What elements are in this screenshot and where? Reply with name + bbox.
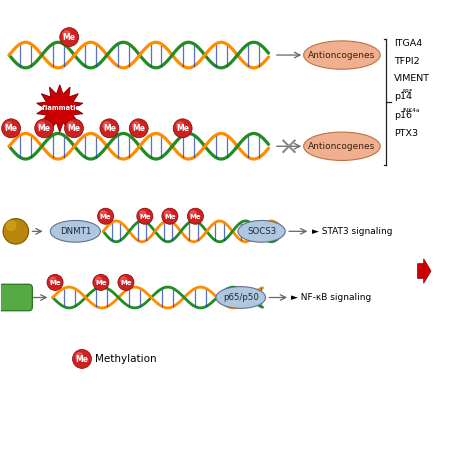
Text: Me: Me bbox=[132, 124, 145, 133]
Text: INK4a: INK4a bbox=[402, 108, 419, 113]
Text: SOCS3: SOCS3 bbox=[247, 227, 276, 236]
Ellipse shape bbox=[304, 41, 380, 69]
Text: Methylation: Methylation bbox=[95, 354, 157, 364]
Circle shape bbox=[68, 122, 75, 129]
Circle shape bbox=[60, 27, 79, 46]
Circle shape bbox=[64, 119, 83, 138]
Circle shape bbox=[132, 122, 140, 129]
Circle shape bbox=[3, 219, 28, 244]
Circle shape bbox=[6, 221, 16, 230]
Circle shape bbox=[73, 349, 91, 368]
Text: Me: Me bbox=[103, 124, 116, 133]
Text: Me: Me bbox=[95, 280, 107, 286]
Text: Antioncogenes: Antioncogenes bbox=[308, 142, 375, 151]
Circle shape bbox=[118, 274, 134, 291]
Circle shape bbox=[129, 119, 148, 138]
Text: Me: Me bbox=[75, 355, 89, 364]
Text: Me: Me bbox=[139, 214, 151, 219]
Text: Me: Me bbox=[63, 33, 76, 42]
Text: Me: Me bbox=[190, 214, 201, 219]
Text: VIMENT: VIMENT bbox=[394, 74, 430, 83]
Text: p16: p16 bbox=[394, 110, 412, 119]
Text: Inflammation: Inflammation bbox=[35, 105, 84, 111]
Text: ITGA4: ITGA4 bbox=[394, 39, 422, 48]
Text: PTX3: PTX3 bbox=[394, 129, 418, 138]
Circle shape bbox=[100, 211, 107, 217]
Circle shape bbox=[93, 274, 109, 291]
Circle shape bbox=[98, 208, 114, 224]
Text: Me: Me bbox=[67, 124, 81, 133]
Text: ARF: ARF bbox=[402, 90, 414, 94]
Text: p14: p14 bbox=[394, 92, 412, 101]
Circle shape bbox=[162, 208, 178, 224]
Text: Antioncogenes: Antioncogenes bbox=[308, 51, 375, 60]
Circle shape bbox=[1, 119, 20, 138]
Ellipse shape bbox=[238, 220, 285, 242]
Polygon shape bbox=[36, 85, 83, 132]
Text: Me: Me bbox=[37, 124, 51, 133]
Ellipse shape bbox=[50, 220, 100, 242]
Circle shape bbox=[190, 211, 196, 217]
Text: Me: Me bbox=[120, 280, 132, 286]
Text: Me: Me bbox=[100, 214, 111, 219]
Text: Me: Me bbox=[176, 124, 189, 133]
Circle shape bbox=[63, 31, 70, 38]
Circle shape bbox=[47, 274, 63, 291]
Circle shape bbox=[173, 119, 192, 138]
Circle shape bbox=[187, 208, 203, 224]
Circle shape bbox=[35, 119, 54, 138]
Text: Me: Me bbox=[164, 214, 176, 219]
Circle shape bbox=[50, 277, 56, 283]
Circle shape bbox=[76, 353, 83, 360]
Circle shape bbox=[5, 122, 12, 129]
Text: TFPI2: TFPI2 bbox=[394, 57, 419, 66]
Text: ► STAT3 signaling: ► STAT3 signaling bbox=[312, 227, 392, 236]
Text: ► NF-κB signaling: ► NF-κB signaling bbox=[292, 293, 372, 302]
Ellipse shape bbox=[304, 132, 380, 160]
Circle shape bbox=[176, 122, 183, 129]
Circle shape bbox=[103, 122, 110, 129]
Circle shape bbox=[137, 208, 153, 224]
Text: DNMT1: DNMT1 bbox=[60, 227, 91, 236]
Circle shape bbox=[139, 211, 146, 217]
Circle shape bbox=[121, 277, 127, 283]
Circle shape bbox=[96, 277, 102, 283]
Text: Me: Me bbox=[5, 124, 18, 133]
Text: p65/p50: p65/p50 bbox=[223, 293, 259, 302]
FancyBboxPatch shape bbox=[0, 284, 32, 311]
Ellipse shape bbox=[216, 287, 265, 309]
Text: Me: Me bbox=[49, 280, 61, 286]
Circle shape bbox=[100, 119, 119, 138]
Polygon shape bbox=[418, 259, 431, 283]
Circle shape bbox=[164, 211, 171, 217]
Circle shape bbox=[38, 122, 45, 129]
